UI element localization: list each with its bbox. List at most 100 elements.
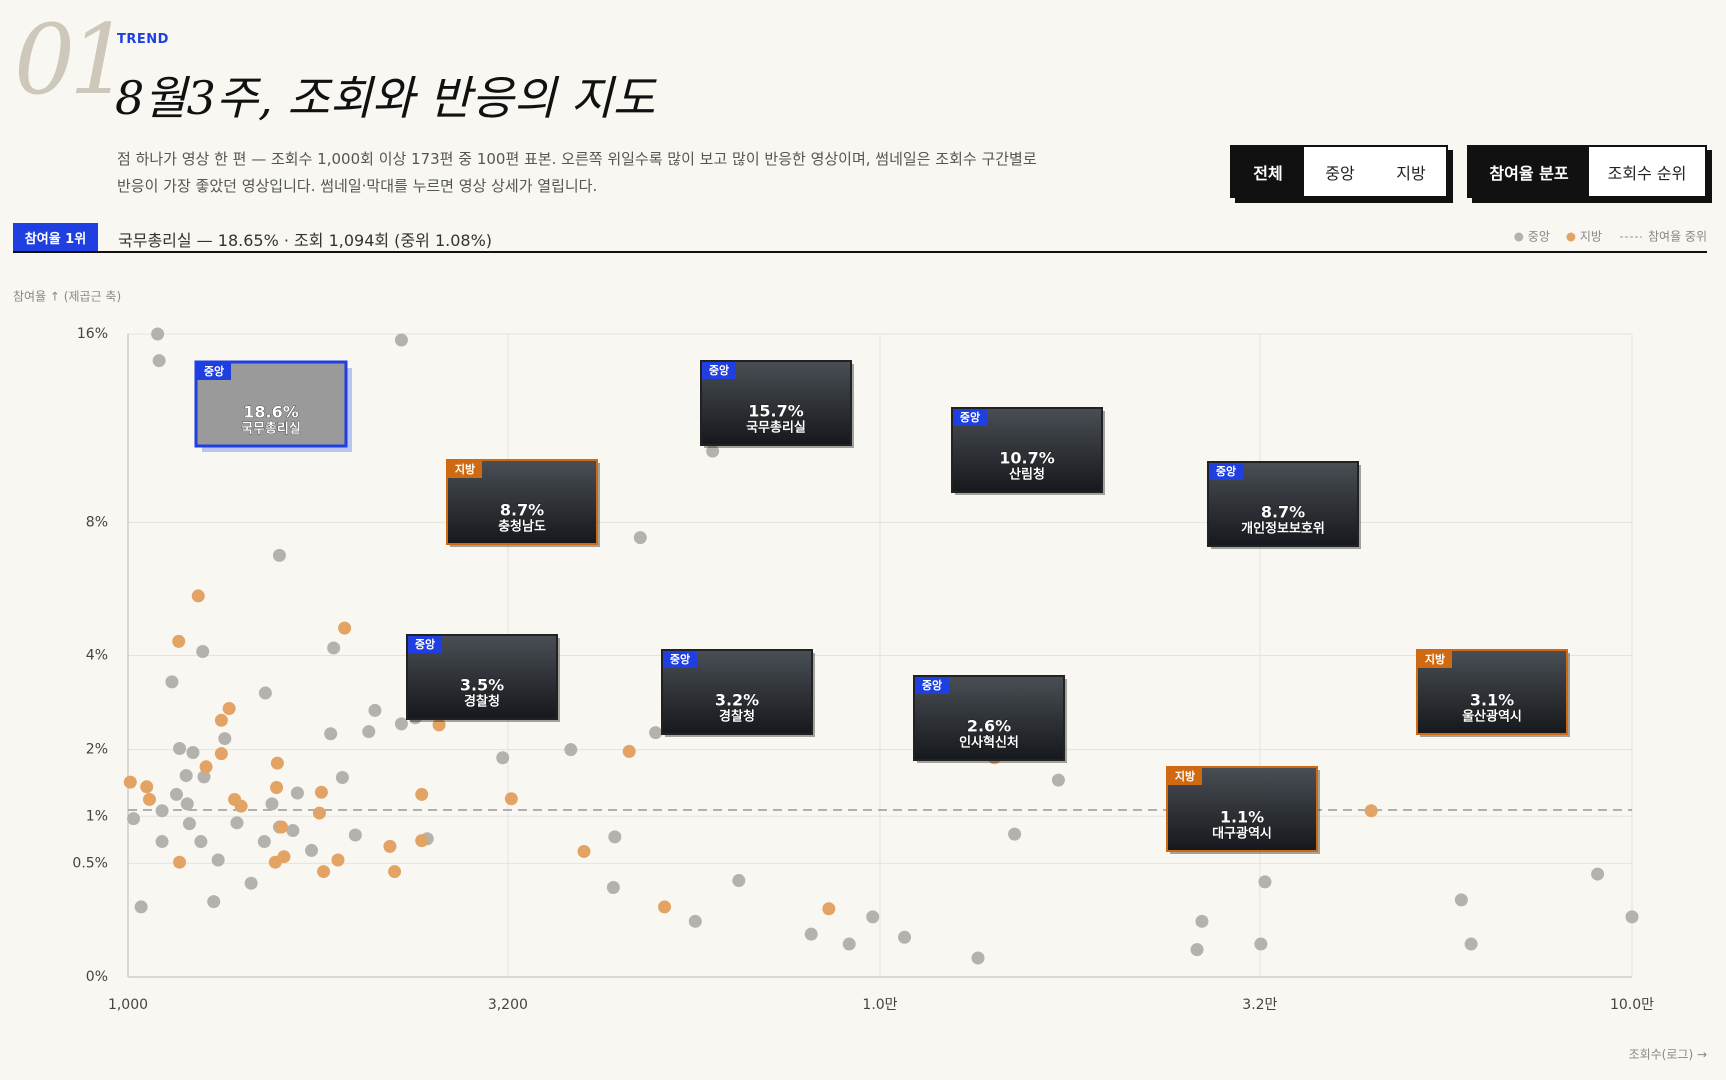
data-point[interactable] [1591,867,1605,881]
data-point[interactable] [606,880,620,894]
data-point[interactable] [127,812,141,826]
data-point[interactable] [383,839,397,853]
data-point[interactable] [196,645,210,659]
data-point[interactable] [658,900,672,914]
data-point[interactable] [504,792,518,806]
data-point[interactable] [191,589,205,603]
data-point[interactable] [258,686,272,700]
data-point[interactable] [290,786,304,800]
data-point[interactable] [1008,827,1022,841]
data-point[interactable] [577,844,591,858]
data-point[interactable] [123,775,137,789]
data-point[interactable] [268,855,282,869]
data-point[interactable] [362,725,376,739]
data-point[interactable] [388,865,402,879]
data-point[interactable] [732,874,746,888]
data-point[interactable] [234,799,248,813]
data-point[interactable] [898,930,912,944]
thumbnail[interactable]: 중앙 18.6%국무총리실 [194,360,352,452]
data-point[interactable] [214,713,228,727]
data-point[interactable] [1195,914,1209,928]
data-point[interactable] [971,951,985,965]
data-point[interactable] [1625,910,1639,924]
data-point[interactable] [1190,943,1204,957]
thumbnail[interactable]: 지방 8.7%충청남도 [446,459,600,547]
data-point[interactable] [1364,804,1378,818]
data-point[interactable] [317,865,331,879]
data-point[interactable] [173,742,187,756]
data-point[interactable] [207,895,221,909]
data-point[interactable] [173,855,187,869]
data-point[interactable] [286,824,300,838]
view-button[interactable]: 참여율 분포 [1469,147,1589,196]
data-point[interactable] [152,354,166,368]
data-point[interactable] [265,797,279,811]
data-point[interactable] [633,531,647,545]
data-point[interactable] [324,727,338,741]
data-point[interactable] [496,751,510,765]
view-button[interactable]: 조회수 순위 [1589,147,1705,196]
thumbnail[interactable]: 지방 1.1%대구광역시 [1166,766,1320,854]
data-point[interactable] [211,853,225,867]
data-point[interactable] [1258,875,1272,889]
data-point[interactable] [214,747,228,761]
data-point[interactable] [688,914,702,928]
thumbnail[interactable]: 중앙 15.7%국무총리실 [700,360,854,448]
data-point[interactable] [218,732,232,746]
data-point[interactable] [649,726,663,740]
data-point[interactable] [257,835,271,849]
data-point[interactable] [270,756,284,770]
data-point[interactable] [134,900,148,914]
data-point[interactable] [368,703,382,717]
data-point[interactable] [199,760,213,774]
data-point[interactable] [415,787,429,801]
data-point[interactable] [822,902,836,916]
data-point[interactable] [348,828,362,842]
data-point[interactable] [338,621,352,635]
filter-button[interactable]: 지방 [1376,147,1446,196]
data-point[interactable] [165,675,179,689]
thumbnail[interactable]: 지방 3.1%울산광역시 [1416,649,1570,737]
data-point[interactable] [194,835,208,849]
data-point[interactable] [155,804,169,818]
data-point[interactable] [608,830,622,844]
thumbnail[interactable]: 중앙 10.7%산림청 [951,407,1105,495]
data-point[interactable] [1464,937,1478,951]
data-point[interactable] [151,327,165,341]
data-point[interactable] [335,771,349,785]
data-point[interactable] [155,835,169,849]
data-point[interactable] [622,744,636,758]
data-point[interactable] [180,797,194,811]
data-point[interactable] [314,785,328,799]
filter-button[interactable]: 전체 [1232,147,1304,196]
data-point[interactable] [169,787,183,801]
data-point[interactable] [186,746,200,760]
data-point[interactable] [866,910,880,924]
data-point[interactable] [274,820,288,834]
data-point[interactable] [172,634,186,648]
data-point[interactable] [842,937,856,951]
data-point[interactable] [305,843,319,857]
data-point[interactable] [415,834,429,848]
data-point[interactable] [222,701,236,715]
thumbnail[interactable]: 중앙 3.5%경찰청 [406,634,560,722]
data-point[interactable] [1454,893,1468,907]
highlight-text[interactable]: 국무총리실 — 18.65% · 조회 1,094회 (중위 1.08%) [118,231,493,250]
data-point[interactable] [327,641,341,655]
data-point[interactable] [182,817,196,831]
thumbnail[interactable]: 중앙 2.6%인사혁신처 [913,675,1067,763]
data-point[interactable] [394,333,408,347]
data-point[interactable] [140,780,154,794]
data-point[interactable] [804,927,818,941]
data-point[interactable] [394,717,408,731]
data-point[interactable] [270,780,284,794]
data-point[interactable] [331,853,345,867]
thumbnail[interactable]: 중앙 3.2%경찰청 [661,649,815,737]
data-point[interactable] [706,444,720,458]
data-point[interactable] [312,806,326,820]
data-point[interactable] [179,769,193,783]
data-point[interactable] [197,770,211,784]
data-point[interactable] [142,792,156,806]
data-point[interactable] [564,743,578,757]
data-point[interactable] [1051,773,1065,787]
